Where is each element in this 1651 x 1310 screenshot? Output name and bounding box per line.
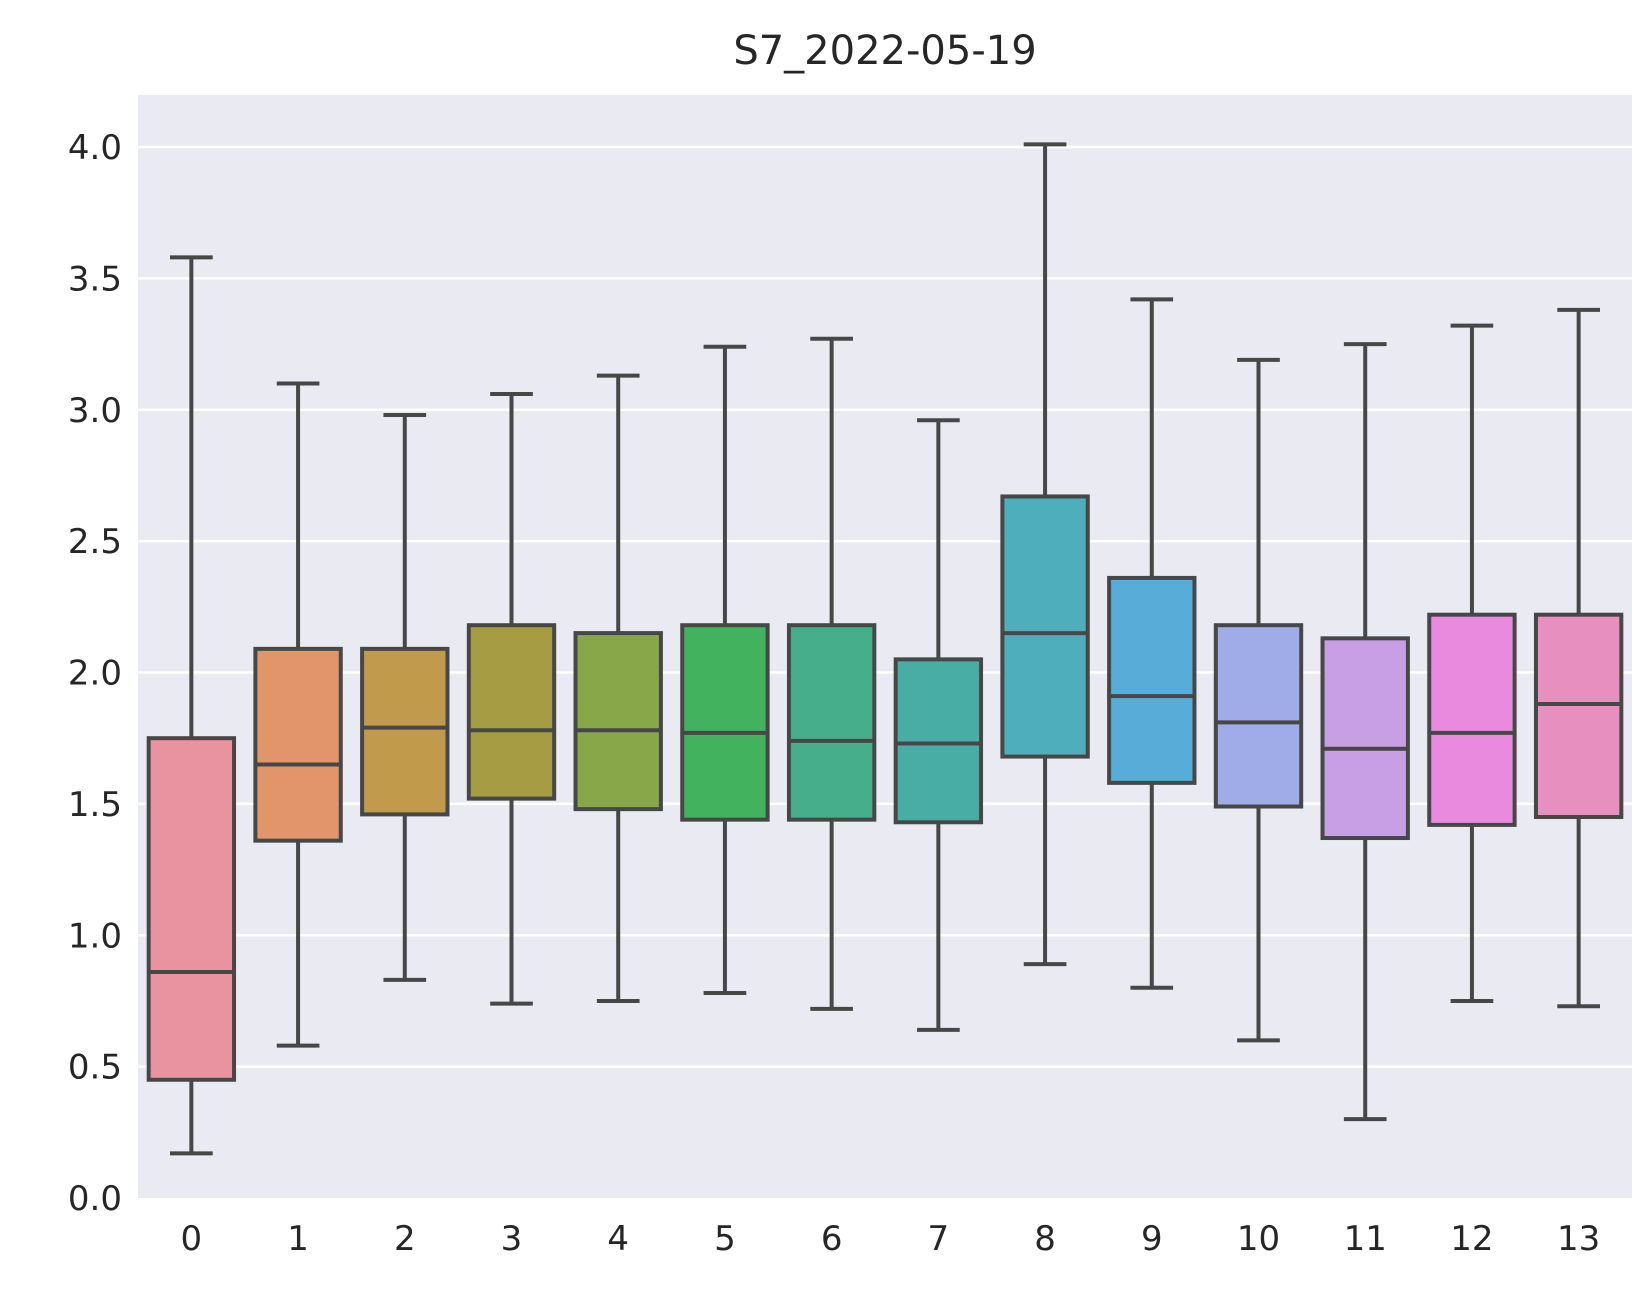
box-body — [1107, 575, 1197, 785]
x-tick-label: 13 — [1557, 1219, 1600, 1259]
box-body — [1213, 623, 1304, 809]
x-tick-label: 2 — [394, 1219, 416, 1259]
box-body — [573, 631, 663, 812]
y-tick-label: 3.5 — [68, 259, 122, 299]
y-axis-tick-labels: 0.0 0.5 1.0 1.5 2.0 2.5 3.0 3.5 4.0 — [68, 128, 122, 1219]
box-body — [680, 623, 770, 822]
x-tick-label: 1 — [287, 1219, 309, 1259]
box-group-13 — [1533, 307, 1624, 1009]
box-group-3 — [466, 391, 557, 1006]
x-tick-label: 0 — [181, 1219, 203, 1259]
box-body — [253, 646, 343, 843]
box-group-11 — [1320, 342, 1410, 1122]
y-tick-label: 1.5 — [68, 785, 122, 825]
box-body — [360, 646, 450, 817]
box-body — [893, 657, 984, 825]
box-body — [1533, 612, 1624, 820]
y-tick-label: 1.0 — [68, 916, 122, 956]
box-body — [1320, 636, 1410, 841]
x-tick-label: 10 — [1237, 1219, 1280, 1259]
x-tick-label: 3 — [501, 1219, 523, 1259]
x-tick-label: 8 — [1034, 1219, 1056, 1259]
box-group-7 — [893, 418, 984, 1032]
box-group-4 — [573, 373, 663, 1003]
x-tick-label: 9 — [1141, 1219, 1163, 1259]
y-tick-label: 3.0 — [68, 391, 122, 431]
chart-title: S7_2022-05-19 — [733, 28, 1036, 74]
y-tick-label: 0.5 — [68, 1048, 122, 1088]
box-body — [146, 736, 237, 1082]
x-tick-label: 6 — [821, 1219, 843, 1259]
box-body — [786, 623, 877, 822]
box-group-12 — [1427, 323, 1517, 1003]
y-tick-label: 2.0 — [68, 654, 122, 694]
box-body — [1000, 494, 1090, 759]
y-tick-label: 0.0 — [68, 1179, 122, 1219]
box-body — [1427, 612, 1517, 827]
y-tick-label: 2.5 — [68, 522, 122, 562]
box-body — [466, 623, 557, 801]
box-series — [146, 142, 1624, 1156]
x-tick-label: 7 — [928, 1219, 950, 1259]
x-tick-label: 12 — [1450, 1219, 1493, 1259]
box-group-1 — [253, 381, 343, 1048]
box-group-5 — [680, 344, 770, 996]
x-tick-label: 4 — [607, 1219, 629, 1259]
x-tick-label: 11 — [1344, 1219, 1387, 1259]
x-axis-tick-labels: 0 1 2 3 4 5 6 7 8 9 10 11 12 13 — [181, 1219, 1601, 1259]
x-tick-label: 5 — [714, 1219, 736, 1259]
box-group-6 — [786, 336, 877, 1011]
box-group-9 — [1107, 297, 1197, 990]
y-tick-label: 4.0 — [68, 128, 122, 168]
box-group-2 — [360, 413, 450, 982]
box-group-8 — [1000, 142, 1090, 967]
box-group-10 — [1213, 357, 1304, 1043]
box-group-0 — [146, 255, 237, 1156]
